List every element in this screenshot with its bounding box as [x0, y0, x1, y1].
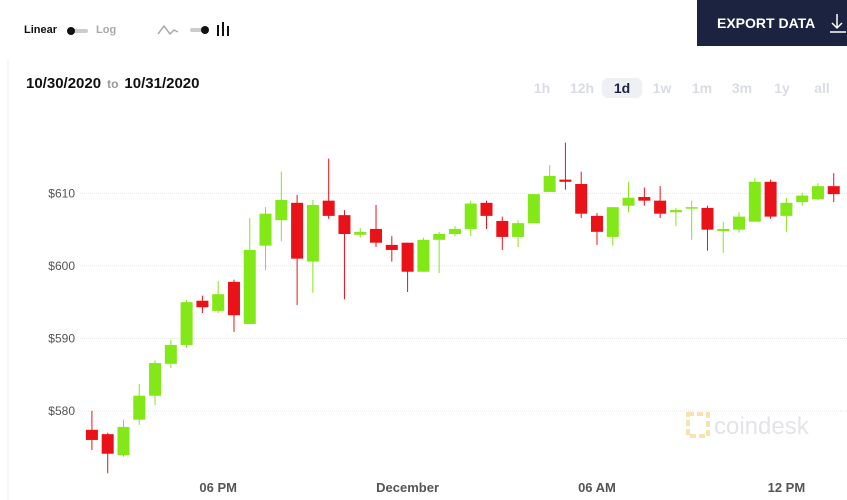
range-button[interactable]: 1y — [774, 80, 790, 96]
candle-body — [543, 175, 556, 192]
candle-body — [512, 223, 525, 237]
candle-body — [338, 215, 351, 235]
candle-body — [654, 200, 667, 214]
candle-body — [133, 395, 146, 420]
log-label[interactable]: Log — [96, 24, 117, 36]
candle-body — [827, 186, 840, 195]
export-button[interactable]: EXPORT DATA — [697, 0, 847, 46]
range-button[interactable]: 1d — [602, 78, 642, 98]
candle-body — [796, 195, 809, 203]
candle-body — [196, 300, 209, 308]
y-tick-label: $590 — [48, 331, 75, 345]
candle-body — [780, 202, 793, 216]
watermark: coindesk — [686, 412, 810, 440]
range-button[interactable]: 3m — [731, 80, 753, 96]
scale-toggle[interactable] — [66, 25, 90, 37]
candle-body — [433, 234, 446, 240]
candle-body — [259, 213, 272, 246]
candle-body — [669, 210, 682, 213]
candle-body — [622, 197, 635, 206]
y-tick-label: $600 — [48, 259, 75, 273]
candle-body — [685, 207, 698, 209]
y-tick-label: $580 — [48, 404, 75, 418]
x-tick-label: 06 PM — [199, 480, 237, 495]
candle-body — [559, 179, 572, 182]
candle-body — [480, 202, 493, 216]
candle-body — [764, 181, 777, 217]
candle-body — [606, 207, 619, 237]
candle-body — [748, 181, 761, 222]
candle-body — [417, 239, 430, 272]
candle-body — [164, 344, 177, 364]
range-button[interactable]: 1h — [533, 80, 551, 96]
range-button[interactable]: 1m — [691, 80, 713, 96]
candle-body — [448, 228, 461, 235]
candle-body — [401, 242, 414, 272]
candle-body — [212, 294, 225, 311]
download-icon — [830, 14, 846, 33]
candle-body — [464, 203, 477, 229]
candle-body — [354, 231, 367, 235]
candle-body — [322, 200, 335, 216]
x-tick-label: 12 PM — [768, 480, 806, 495]
candle-body — [306, 205, 319, 262]
candle-body — [385, 244, 398, 250]
x-tick-label: 06 AM — [578, 480, 616, 495]
candle-body — [149, 363, 162, 396]
date-from[interactable]: 10/30/2020 — [26, 75, 102, 92]
watermark-text: coindesk — [714, 413, 810, 440]
candle-body — [590, 215, 603, 232]
candle-body — [638, 197, 651, 201]
date-range: 10/30/2020 to 10/31/2020 — [26, 75, 199, 92]
candle-body — [180, 302, 193, 345]
candle-body — [101, 434, 114, 454]
candle-body — [291, 202, 304, 259]
chart-style-toggle[interactable] — [156, 20, 236, 40]
candle-body — [85, 429, 98, 440]
candle-body — [275, 199, 288, 221]
candle-body — [701, 207, 714, 230]
x-tick-label: December — [376, 480, 439, 495]
candle-body — [227, 281, 240, 316]
candle-body — [575, 183, 588, 214]
range-button[interactable]: 1w — [652, 80, 672, 96]
candle-body — [117, 426, 130, 456]
range-buttons: 1h 12h 1d 1w 1m 3m 1y all — [522, 78, 842, 98]
candle-body — [496, 220, 509, 237]
candle-body — [811, 186, 824, 200]
range-button[interactable]: 12h — [569, 80, 595, 96]
candle-body — [370, 228, 383, 243]
range-button[interactable]: all — [814, 80, 830, 96]
candle-body — [717, 228, 730, 232]
export-label: EXPORT DATA — [717, 15, 816, 31]
date-to[interactable]: 10/31/2020 — [124, 75, 200, 92]
candle-body — [733, 216, 746, 230]
linear-label[interactable]: Linear — [24, 24, 58, 36]
y-tick-label: $610 — [48, 186, 75, 200]
date-sep: to — [107, 77, 119, 91]
candle-body — [527, 194, 540, 224]
candle-body — [243, 249, 256, 324]
